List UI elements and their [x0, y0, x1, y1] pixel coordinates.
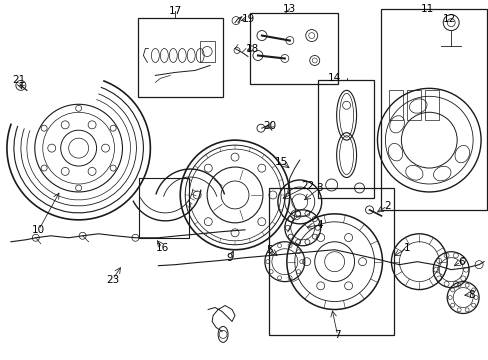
Text: 23: 23 — [106, 275, 119, 285]
Text: 12: 12 — [442, 14, 455, 24]
Bar — [381, 9, 486, 210]
Text: 3: 3 — [316, 183, 323, 193]
Bar — [268, 188, 394, 336]
Bar — [407, 90, 421, 120]
Text: 10: 10 — [32, 225, 45, 235]
Text: 13: 13 — [283, 4, 296, 14]
Text: 2: 2 — [384, 201, 390, 211]
Text: 5: 5 — [266, 245, 273, 255]
Text: 8: 8 — [467, 289, 473, 300]
Text: 20: 20 — [263, 121, 276, 131]
Text: 11: 11 — [420, 4, 433, 14]
Bar — [425, 90, 438, 120]
Bar — [138, 18, 223, 97]
Text: 14: 14 — [327, 73, 341, 84]
Text: 1: 1 — [403, 243, 410, 253]
Text: 4: 4 — [316, 220, 323, 230]
Text: 22: 22 — [301, 181, 314, 191]
Bar — [139, 178, 189, 238]
Bar — [200, 41, 215, 62]
Text: 7: 7 — [334, 330, 340, 341]
Bar — [249, 13, 337, 84]
Text: 16: 16 — [155, 243, 168, 253]
Text: 18: 18 — [245, 44, 258, 54]
Text: 9: 9 — [226, 253, 233, 263]
Text: 19: 19 — [241, 14, 254, 24]
Bar — [388, 90, 403, 120]
Text: 21: 21 — [12, 75, 25, 85]
Text: 15: 15 — [275, 157, 288, 167]
Text: 6: 6 — [457, 257, 464, 267]
Bar — [317, 80, 374, 198]
Text: 17: 17 — [168, 6, 182, 15]
